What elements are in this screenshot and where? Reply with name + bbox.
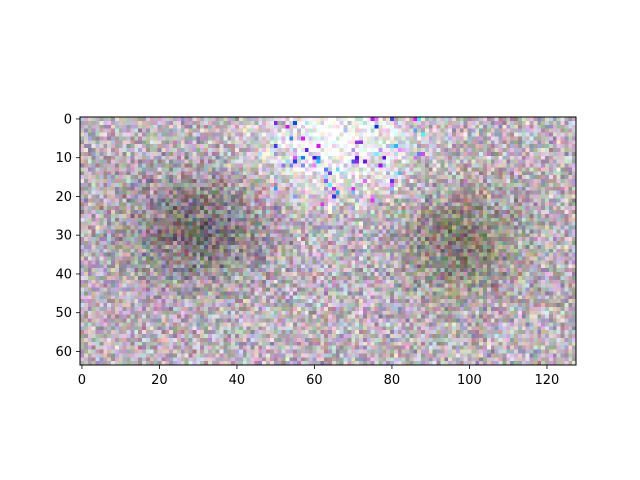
x-tick-label: 0 <box>78 373 86 388</box>
x-tick-label: 40 <box>229 373 246 388</box>
y-tick-label: 50 <box>55 306 72 321</box>
heatmap-image <box>80 117 576 365</box>
y-tick-label: 10 <box>55 151 72 166</box>
x-axis: 0 20 40 60 80 100 120 <box>78 365 560 388</box>
y-tick-label: 20 <box>55 190 72 205</box>
y-tick-label: 40 <box>55 267 72 282</box>
y-axis: 0 10 20 30 40 50 60 <box>55 112 80 360</box>
heatmap-image-container <box>80 117 576 365</box>
y-tick-label: 30 <box>55 229 72 244</box>
y-tick-label: 0 <box>64 112 72 127</box>
y-tick-label: 60 <box>55 345 72 360</box>
x-tick-label: 120 <box>535 373 560 388</box>
x-tick-label: 80 <box>384 373 401 388</box>
x-tick-label: 20 <box>151 373 168 388</box>
x-tick-label: 60 <box>306 373 323 388</box>
axes-frame <box>79 116 577 366</box>
x-tick-label: 100 <box>457 373 482 388</box>
